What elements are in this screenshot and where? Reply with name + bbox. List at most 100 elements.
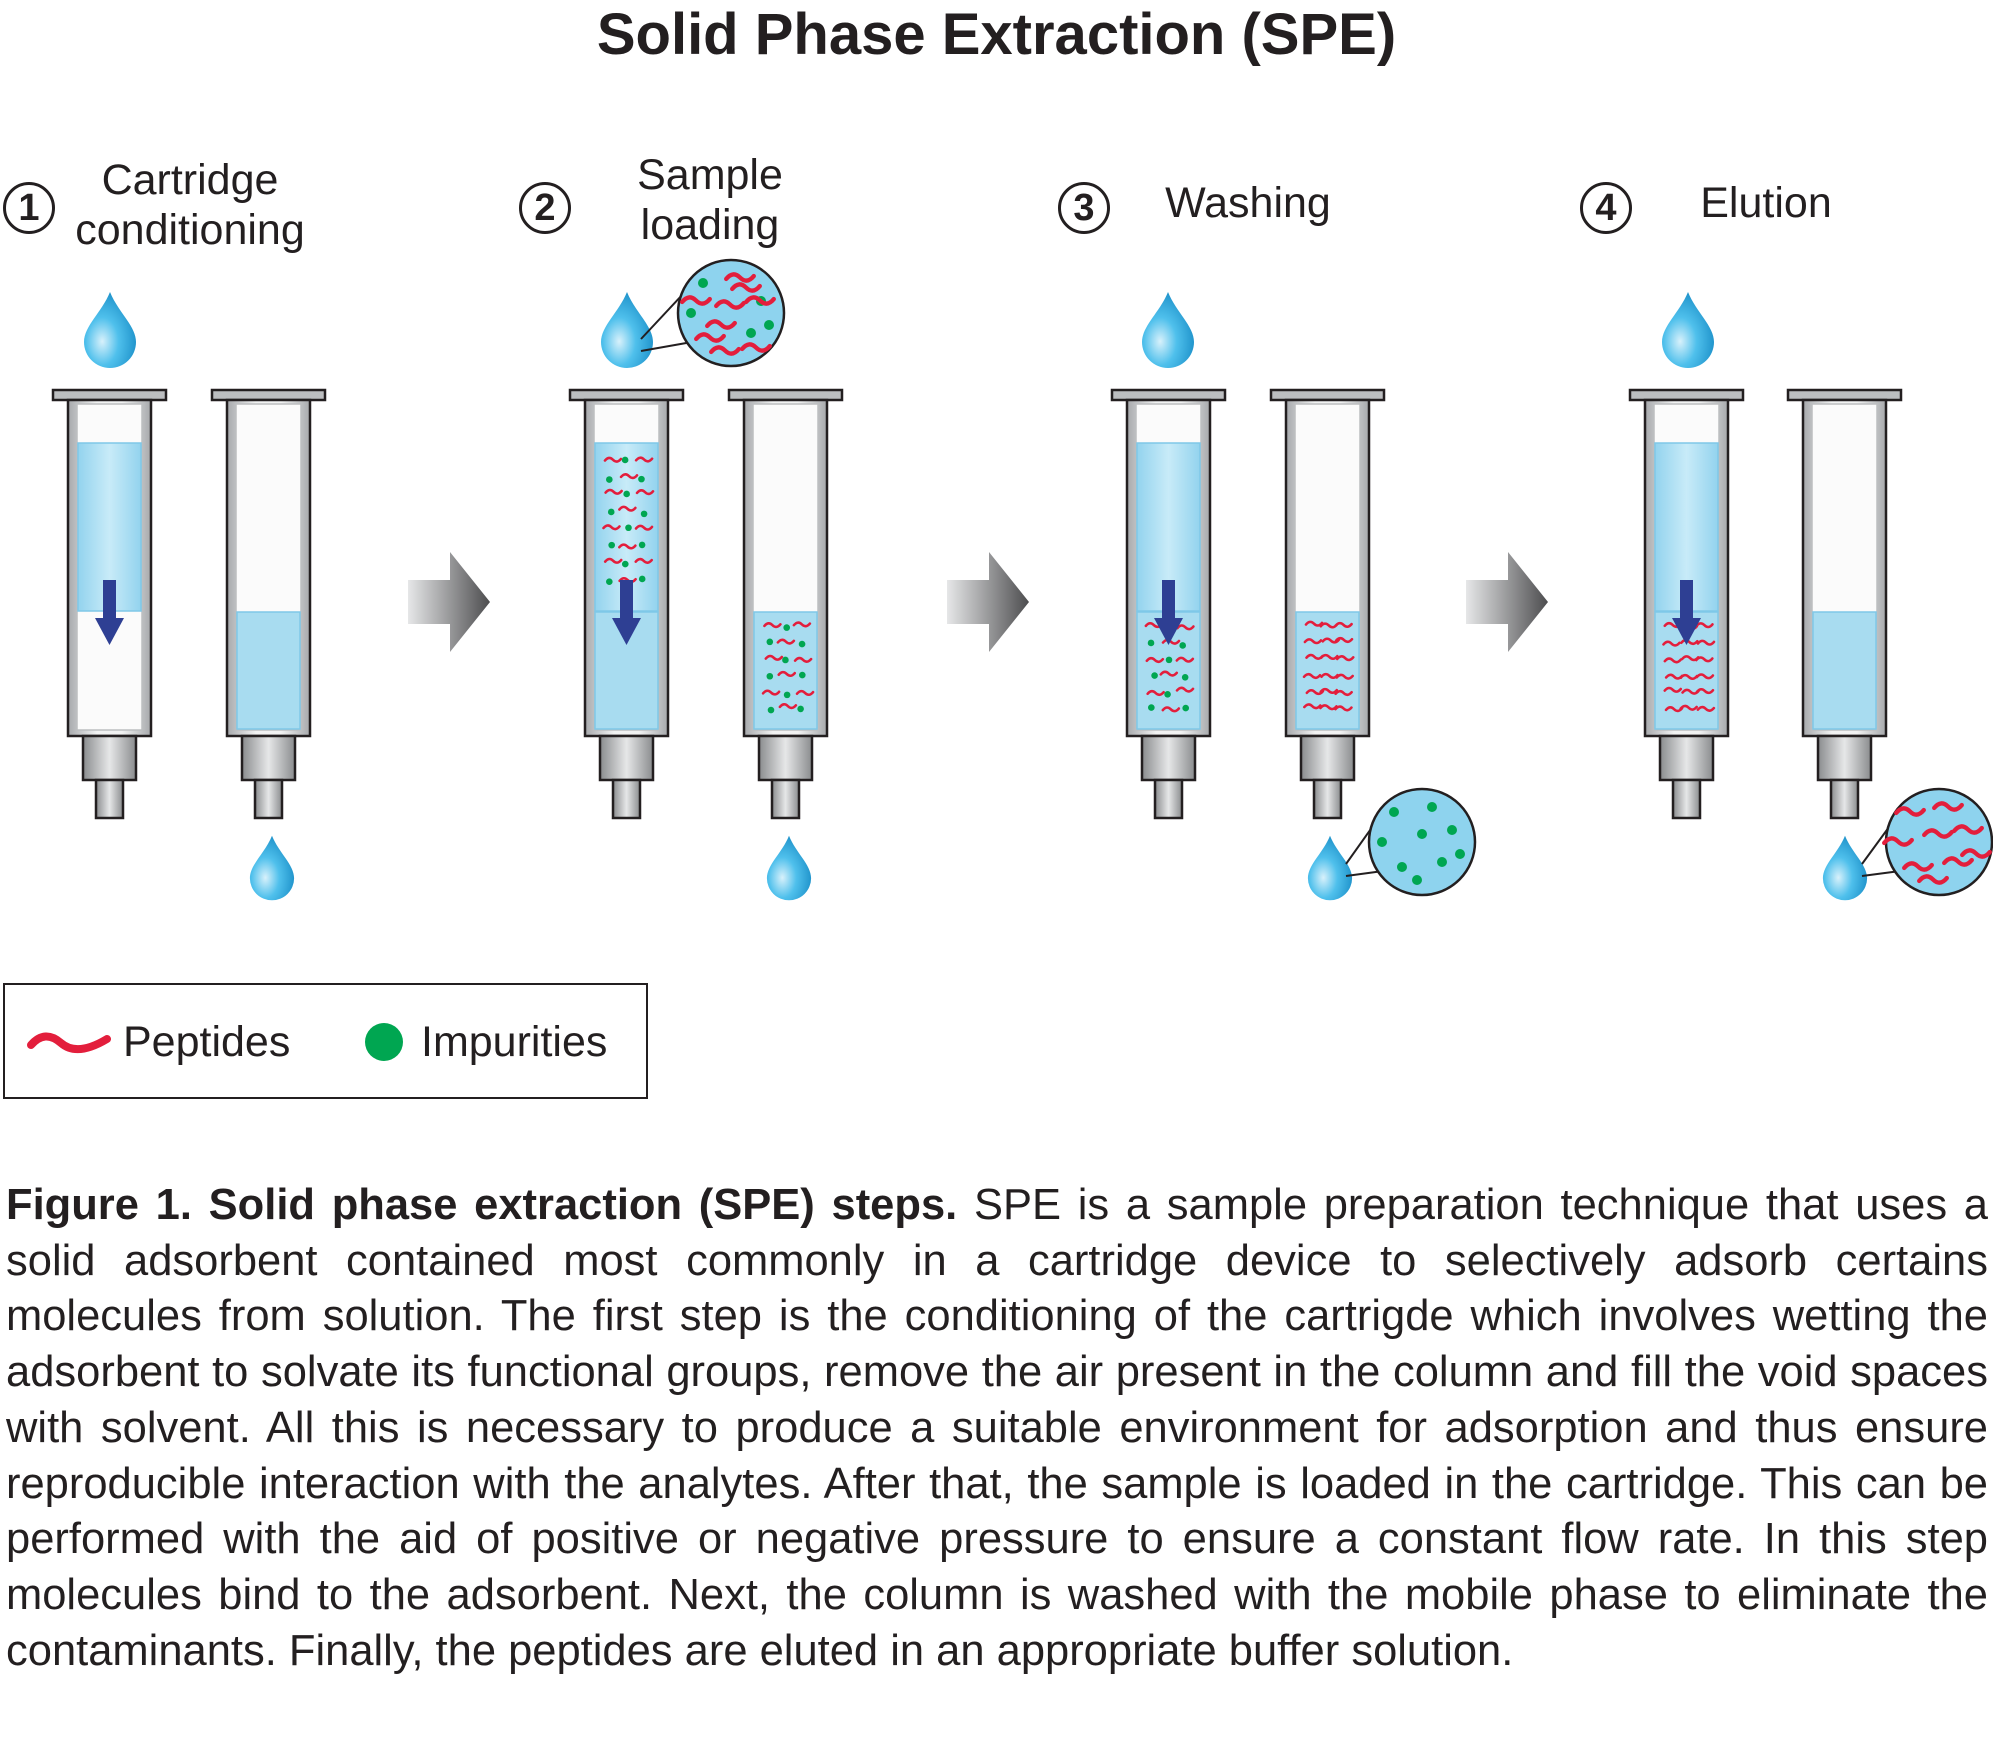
impurity-dot xyxy=(1148,704,1155,711)
step-arrow-1 xyxy=(408,552,490,652)
step-label-4-line1: Elution xyxy=(1700,179,1832,227)
eluate-drop-3 xyxy=(1307,835,1353,901)
impurity-dot xyxy=(686,308,696,318)
step-label-2-line2: loading xyxy=(640,201,780,249)
impurity-dot xyxy=(746,328,756,338)
impurity-dot xyxy=(1165,656,1173,664)
cartridge-tip xyxy=(1671,778,1702,820)
solvent-drop-1 xyxy=(84,292,136,368)
impurity-dot xyxy=(764,320,774,330)
impurity-dot xyxy=(1377,837,1387,847)
impurity-dot xyxy=(1164,691,1171,698)
zoom-line xyxy=(1861,870,1900,877)
impurity-dot xyxy=(1151,672,1158,679)
impurity-dot xyxy=(606,476,613,483)
step-label-3-line1: Washing xyxy=(1165,179,1331,227)
step-label-4: Elution xyxy=(1616,178,1916,228)
cartridge-flange xyxy=(1269,388,1386,402)
impurity-dot xyxy=(640,510,648,518)
cartridge-2a xyxy=(568,388,685,820)
impurity-dot xyxy=(1417,829,1427,839)
flow-arrow-shaft xyxy=(1162,580,1175,625)
impurity-dot xyxy=(623,490,630,498)
peptide-legend-icon xyxy=(27,1032,111,1053)
impurity-dot xyxy=(1397,862,1407,872)
sorbent-bed xyxy=(1812,611,1877,730)
impurity-dot xyxy=(1427,802,1437,812)
cartridge-stem xyxy=(81,734,138,782)
step-label-1-line1: Cartridge xyxy=(101,156,279,204)
flow-arrow-shaft xyxy=(1680,580,1693,625)
impurity-dot xyxy=(766,638,774,646)
step-arrow-3 xyxy=(1466,552,1548,652)
step-number-3: 3 xyxy=(1058,182,1110,234)
cartridge-3a xyxy=(1110,388,1227,820)
cartridge-tip xyxy=(94,778,125,820)
impurity-legend-icon xyxy=(365,1023,403,1061)
zoom-line xyxy=(1345,870,1383,877)
impurity-dot xyxy=(1182,704,1190,712)
wash-zoom xyxy=(1345,787,1477,897)
impurity-dot xyxy=(621,560,629,568)
impurity-dot xyxy=(1455,849,1465,859)
cartridge-stem xyxy=(598,734,655,782)
flow-arrow-head xyxy=(1154,618,1183,645)
impurity-dot xyxy=(783,624,791,631)
flow-arrow-shaft xyxy=(620,580,633,625)
cartridge-4b xyxy=(1786,388,1903,820)
impurity-dot xyxy=(1147,639,1155,647)
cartridge-tip xyxy=(253,778,284,820)
sorbent-bed xyxy=(1295,611,1360,730)
impurity-dot xyxy=(799,671,806,679)
cartridge-stem xyxy=(757,734,814,782)
cartridge-2b xyxy=(727,388,844,820)
cartridge-flange xyxy=(210,388,327,402)
cartridge-3b xyxy=(1269,388,1386,820)
cartridge-stem xyxy=(240,734,297,782)
step-number-4: 4 xyxy=(1580,182,1632,234)
caption-body: SPE is a sample preparation technique th… xyxy=(6,1181,1988,1675)
step-label-1: Cartridge conditioning xyxy=(40,155,340,255)
legend: Peptides Impurities xyxy=(3,983,648,1099)
sample-drop-2 xyxy=(601,292,653,368)
cartridge-flange xyxy=(727,388,844,402)
cartridge-tip xyxy=(1312,778,1343,820)
step-label-3: Washing xyxy=(1098,178,1398,228)
impurity-dot xyxy=(782,656,789,664)
cartridge-tip xyxy=(1153,778,1184,820)
impurity-dot xyxy=(1389,807,1399,817)
step-label-1-line2: conditioning xyxy=(75,206,305,254)
impurity-dot xyxy=(1447,825,1457,835)
cartridge-tip xyxy=(611,778,642,820)
impurity-dot xyxy=(638,541,646,549)
zoom-line xyxy=(640,341,692,352)
flow-arrow-head xyxy=(95,618,124,645)
cartridge-4a xyxy=(1628,388,1745,820)
step-arrow-2 xyxy=(947,552,1029,652)
impurity-dot xyxy=(621,456,629,464)
cartridge-tip xyxy=(1829,778,1860,820)
cartridge-tip xyxy=(770,778,801,820)
eluate-drop-1 xyxy=(249,835,295,901)
impurity-dot xyxy=(783,691,791,699)
impurity-dot xyxy=(638,475,645,483)
impurity-dot xyxy=(698,278,708,288)
elution-zoom xyxy=(1861,787,1993,897)
step-label-2: Sample loading xyxy=(560,150,860,250)
cartridge-stem xyxy=(1299,734,1356,782)
impurity-dot xyxy=(767,706,775,714)
bed-particles xyxy=(761,621,815,714)
cartridge-stem xyxy=(1816,734,1873,782)
cartridge-1b xyxy=(210,388,327,820)
cartridge-flange xyxy=(1786,388,1903,402)
sample-particles xyxy=(602,456,655,586)
impurity-dot xyxy=(797,705,804,713)
page-title: Solid Phase Extraction (SPE) xyxy=(596,2,1397,67)
caption-heading: Figure 1. Solid phase extraction (SPE) s… xyxy=(6,1181,958,1229)
cartridge-flange xyxy=(1110,388,1227,402)
wash-drop-3 xyxy=(1142,292,1194,368)
spe-diagram xyxy=(51,258,1993,901)
cartridge-1a xyxy=(51,388,168,820)
impurity-dot xyxy=(638,575,646,583)
legend-peptides-label: Peptides xyxy=(123,1018,291,1066)
